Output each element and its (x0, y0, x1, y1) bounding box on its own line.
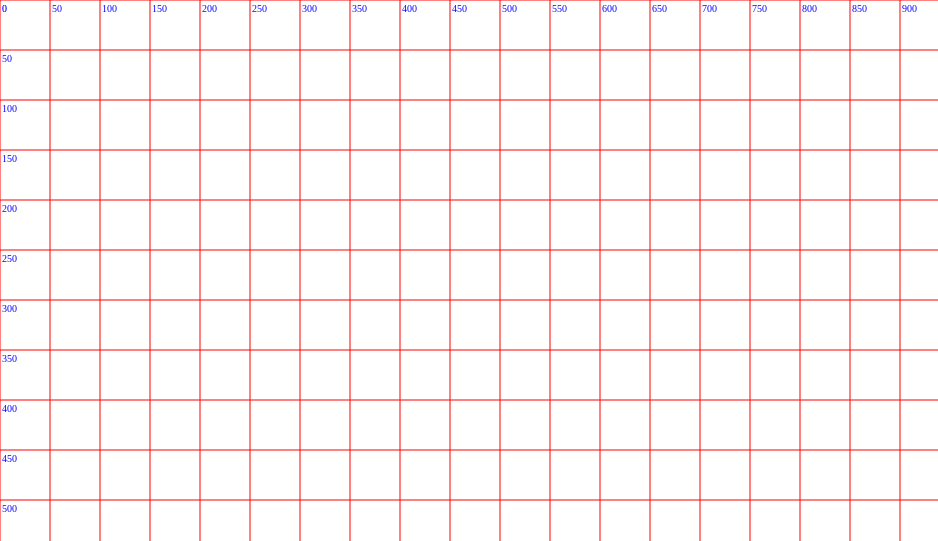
svg-text:750: 750 (752, 4, 767, 15)
svg-text:850: 850 (852, 4, 867, 15)
svg-text:500: 500 (2, 504, 17, 515)
svg-text:200: 200 (202, 4, 217, 15)
svg-text:300: 300 (302, 4, 317, 15)
svg-text:400: 400 (402, 4, 417, 15)
svg-text:200: 200 (2, 204, 17, 215)
svg-text:650: 650 (652, 4, 667, 15)
svg-text:450: 450 (2, 454, 17, 465)
svg-text:600: 600 (602, 4, 617, 15)
svg-text:400: 400 (2, 404, 17, 415)
svg-text:300: 300 (2, 304, 17, 315)
svg-text:550: 550 (552, 4, 567, 15)
svg-text:800: 800 (802, 4, 817, 15)
svg-text:150: 150 (152, 4, 167, 15)
svg-text:700: 700 (702, 4, 717, 15)
svg-text:250: 250 (2, 254, 17, 265)
svg-text:50: 50 (2, 54, 12, 65)
svg-text:900: 900 (902, 4, 917, 15)
svg-text:50: 50 (52, 4, 62, 15)
svg-text:450: 450 (452, 4, 467, 15)
svg-text:350: 350 (352, 4, 367, 15)
svg-text:350: 350 (2, 354, 17, 365)
svg-text:250: 250 (252, 4, 267, 15)
svg-text:0: 0 (2, 4, 7, 15)
svg-text:100: 100 (2, 104, 17, 115)
svg-text:150: 150 (2, 154, 17, 165)
svg-text:500: 500 (502, 4, 517, 15)
svg-text:100: 100 (102, 4, 117, 15)
